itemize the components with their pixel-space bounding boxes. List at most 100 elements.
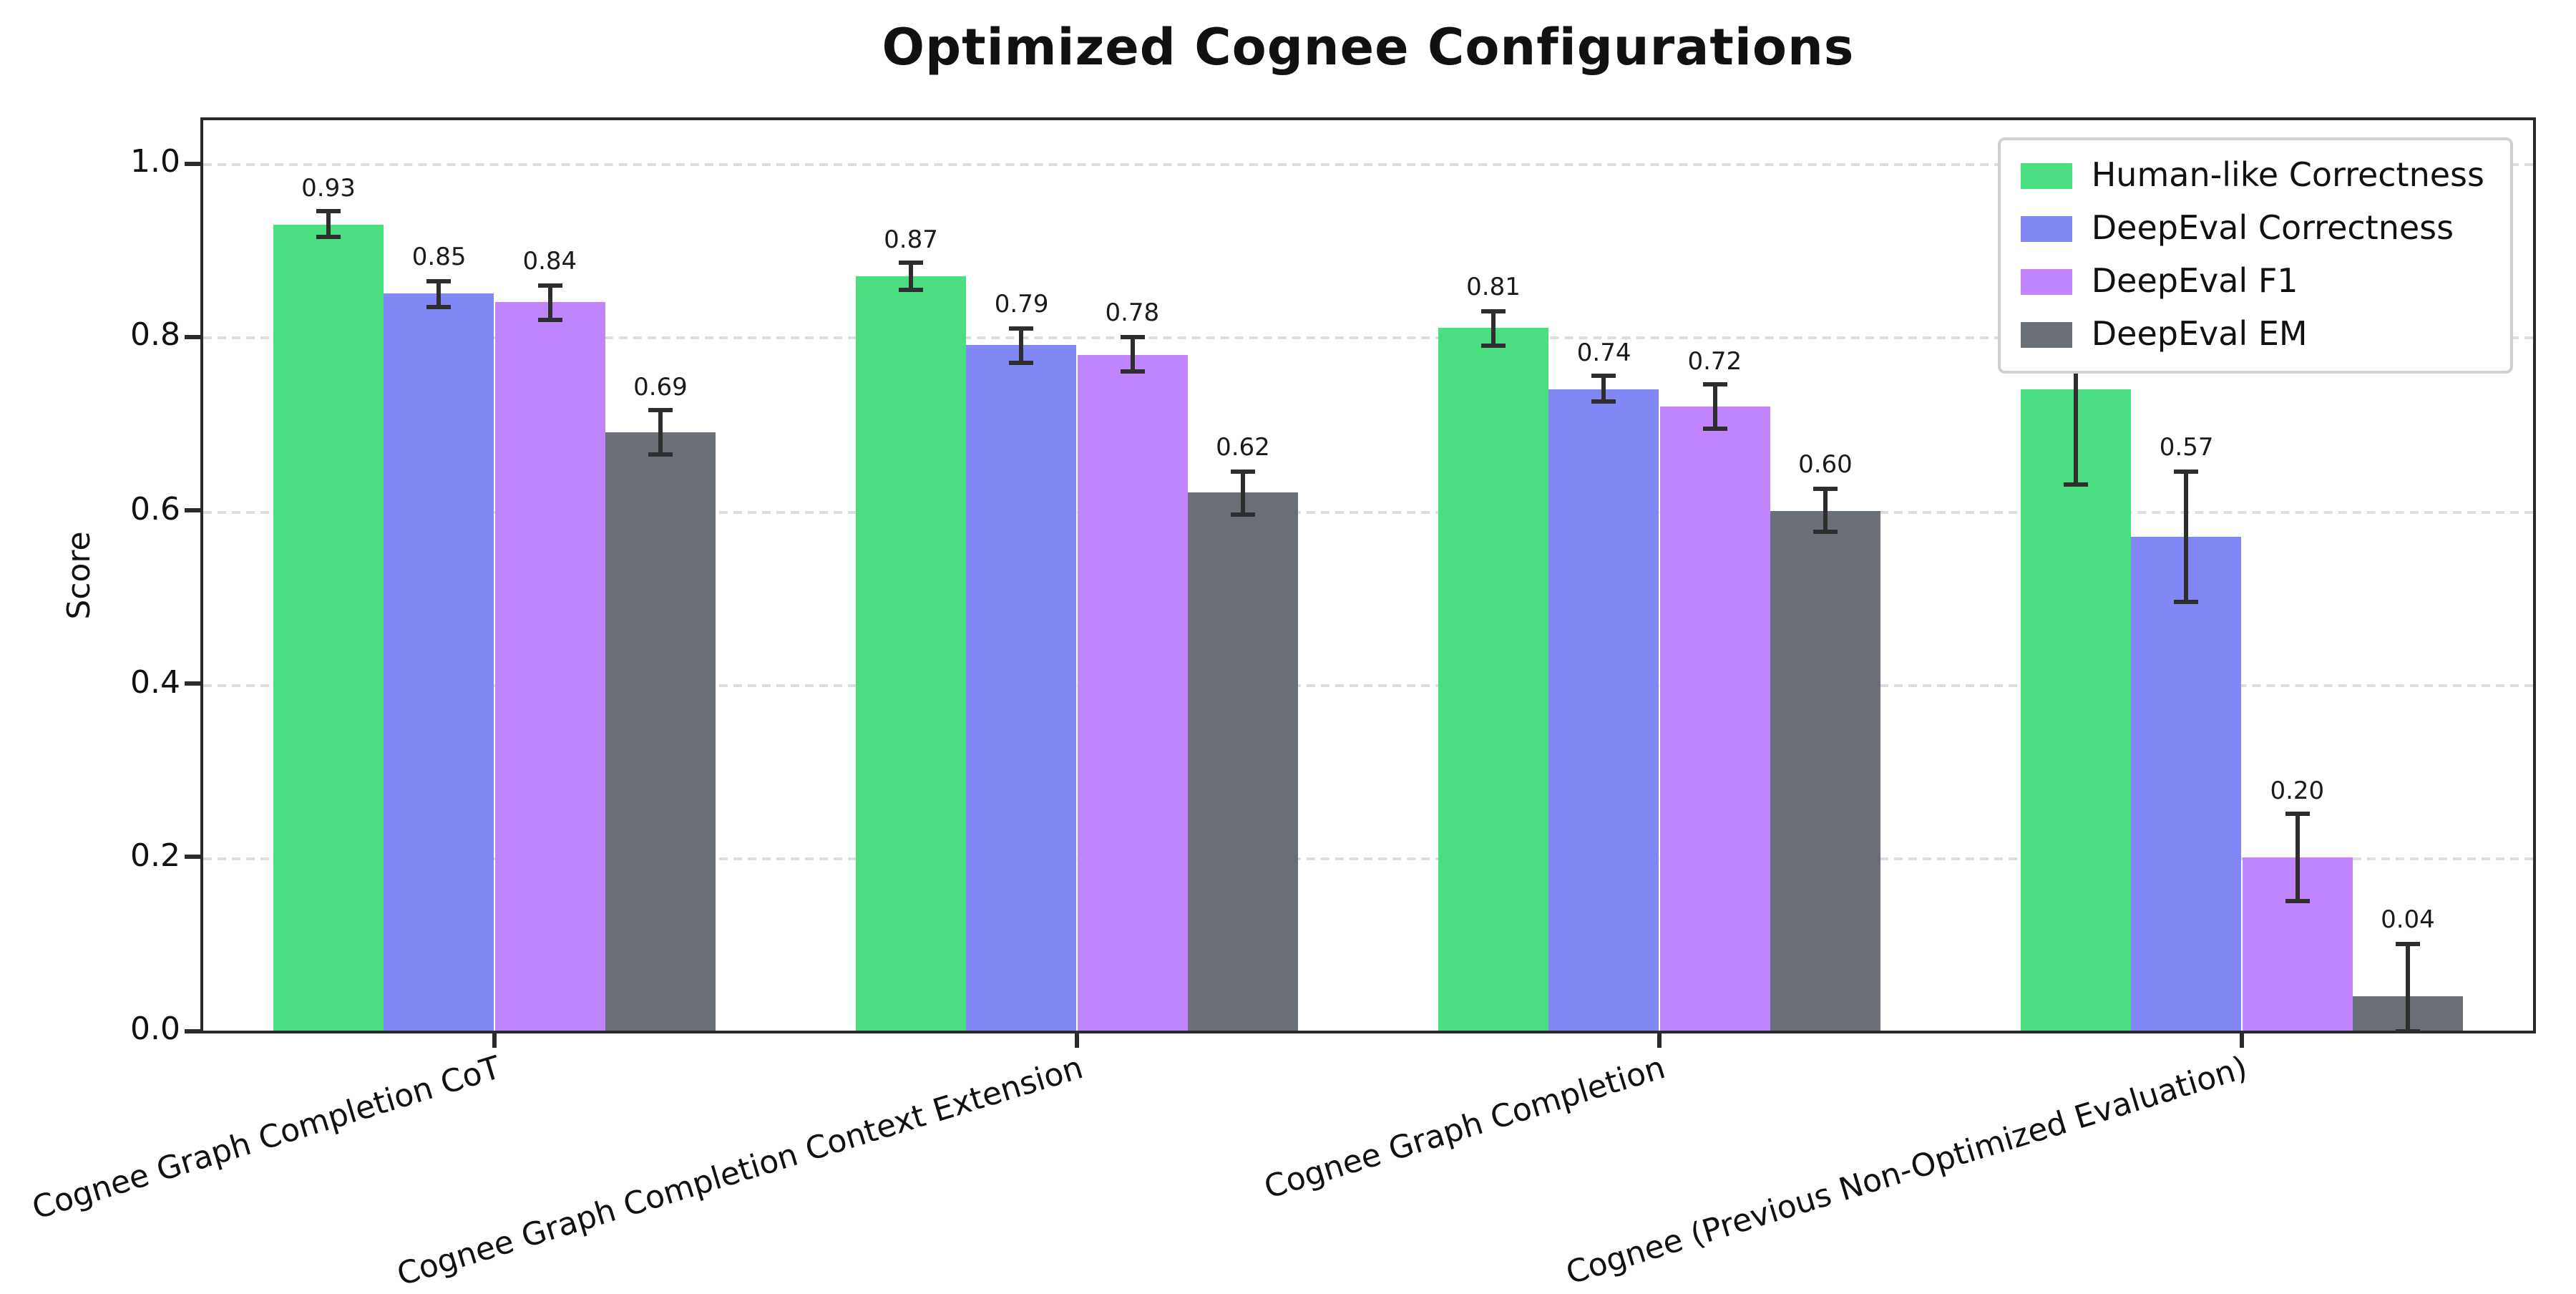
error-bar-cap-bottom (648, 452, 673, 457)
error-bar-cap-bottom (2395, 1028, 2420, 1033)
error-bar-cap-bottom (316, 235, 341, 240)
bar (2020, 389, 2132, 1031)
x-tick-mark (1657, 1033, 1662, 1048)
error-bar (1130, 336, 1135, 372)
y-tick-mark (185, 334, 200, 339)
error-bar (1601, 376, 1606, 402)
error-bar-cap-top (1813, 486, 1838, 491)
gridline (203, 510, 2533, 514)
error-bar-cap-top (2174, 469, 2199, 474)
y-tick-label: 0.8 (130, 318, 180, 354)
x-tick-label: Cognee Graph Completion (1260, 1051, 1670, 1207)
bar-value-label: 0.62 (1216, 434, 1270, 463)
x-tick-label: Cognee (Previous Non-Optimized Evaluatio… (1563, 1051, 2253, 1293)
y-tick-mark (185, 681, 200, 686)
bar (855, 276, 967, 1031)
bar-value-label: 0.04 (2381, 906, 2435, 935)
y-tick-mark (185, 1028, 200, 1033)
error-bar-cap-bottom (1813, 530, 1838, 535)
error-bar-cap-top (1120, 334, 1145, 339)
error-bar (1491, 311, 1496, 346)
error-bar (658, 410, 663, 454)
bar-value-label: 0.79 (994, 291, 1049, 320)
y-tick-label: 1.0 (130, 145, 180, 181)
error-bar-cap-top (1702, 382, 1727, 387)
x-axis-labels: Cognee Graph Completion CoT Cognee Graph … (29, 1051, 2533, 1294)
error-bar-cap-bottom (2285, 898, 2310, 903)
legend-item-label: DeepEval Correctness (2091, 210, 2454, 248)
error-bar (909, 263, 913, 290)
legend-item: Human-like Correctness (2021, 157, 2484, 195)
y-axis-label: Score (62, 531, 98, 620)
gridline (203, 857, 2533, 860)
error-bar-cap-bottom (2174, 599, 2199, 604)
bar (384, 293, 494, 1031)
legend: Human-like Correctness DeepEval Correctne… (1998, 137, 2513, 374)
y-tick-label: 0.6 (130, 492, 180, 528)
x-tick-mark (1075, 1033, 1079, 1048)
y-tick-label: 0.2 (130, 838, 180, 875)
error-bar-cap-top (2285, 812, 2310, 817)
error-bar-cap-bottom (537, 317, 562, 322)
legend-swatch (2021, 216, 2073, 242)
y-tick-label: 0.4 (130, 665, 180, 701)
legend-item-label: Human-like Correctness (2091, 157, 2484, 195)
error-bar-cap-top (2395, 941, 2420, 946)
error-bar (2405, 943, 2410, 1031)
bar-value-label: 0.57 (2159, 434, 2214, 463)
bar (2131, 536, 2242, 1031)
bar-value-label: 0.81 (1466, 273, 1521, 303)
gridline (203, 336, 2533, 340)
x-tick-label: Cognee Graph Completion CoT (28, 1051, 505, 1227)
bar-value-label: 0.20 (2270, 777, 2325, 806)
error-bar-cap-top (648, 408, 673, 413)
bar (494, 302, 605, 1031)
bar-value-label: 0.60 (1798, 451, 1853, 480)
error-bar (2074, 293, 2078, 485)
error-bar (1019, 328, 1024, 364)
error-bar-cap-bottom (1702, 426, 1727, 431)
y-tick-label: 0.0 (130, 1012, 180, 1048)
legend-item: DeepEval EM (2021, 316, 2484, 354)
error-bar (1823, 488, 1828, 532)
legend-item: DeepEval Correctness (2021, 210, 2484, 248)
error-bar-cap-bottom (1230, 512, 1255, 517)
error-bar-cap-top (1481, 308, 1506, 313)
error-bar (2184, 471, 2189, 602)
error-bar (326, 211, 331, 238)
error-bar-cap-top (537, 283, 562, 288)
bar-value-label: 0.84 (522, 248, 577, 277)
error-bar (2295, 814, 2300, 901)
plot-area: Human-like Correctness DeepEval Correctne… (200, 117, 2536, 1033)
chart-title: Optimized Cognee Configurations (882, 20, 1855, 77)
bar (273, 224, 384, 1031)
error-bar-cap-top (1009, 326, 1034, 331)
error-bar (547, 285, 552, 320)
error-bar-cap-bottom (899, 287, 923, 292)
error-bar-cap-top (899, 261, 923, 266)
x-tick-mark (2240, 1033, 2244, 1048)
bar (1770, 510, 1881, 1031)
gridline (203, 684, 2533, 687)
bar (1438, 328, 1549, 1031)
error-bar-cap-bottom (2064, 482, 2088, 487)
legend-swatch (2021, 163, 2073, 189)
legend-item-label: DeepEval F1 (2091, 263, 2298, 301)
legend-swatch (2021, 269, 2073, 295)
error-bar (1240, 471, 1245, 515)
y-tick-mark (185, 855, 200, 860)
error-bar-cap-bottom (1481, 343, 1506, 348)
error-bar-cap-top (426, 278, 452, 283)
bar-value-label: 0.72 (1687, 347, 1742, 376)
error-bar (1712, 384, 1717, 429)
x-tick-mark (492, 1033, 497, 1048)
error-bar-cap-bottom (1009, 361, 1034, 366)
error-bar-cap-top (1230, 469, 1255, 474)
bar (605, 432, 716, 1031)
bar (966, 345, 1077, 1031)
bar (1548, 389, 1659, 1031)
gridline (203, 163, 2533, 167)
error-bar-cap-top (316, 209, 341, 214)
error-bar-cap-bottom (1591, 399, 1616, 404)
